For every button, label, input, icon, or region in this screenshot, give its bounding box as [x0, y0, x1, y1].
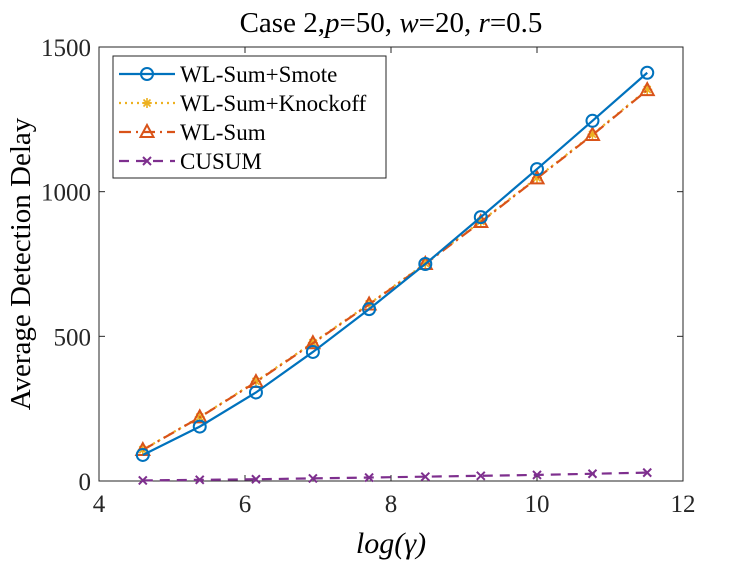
- legend-label-1: WL-Sum+Knockoff: [180, 91, 367, 116]
- series-3-point-8: [587, 469, 598, 479]
- series-layer: [134, 65, 656, 486]
- series-0-point-3: [305, 344, 320, 359]
- chart-title-part-1: p: [323, 7, 340, 39]
- y-tick-label-500: 500: [54, 324, 92, 351]
- chart-title-part-6: =0.5: [490, 7, 543, 39]
- legend-marker-3: [142, 156, 152, 166]
- series-line-3: [142, 471, 648, 482]
- series-2-point-8: [584, 125, 601, 141]
- series-3-point-7: [532, 470, 542, 480]
- series-cusum: [138, 467, 652, 486]
- x-tick-label-6: 6: [239, 491, 252, 518]
- series-0-point-8: [585, 113, 600, 128]
- series-0-point-6: [473, 210, 488, 225]
- y-tick-label-0: 0: [79, 469, 92, 496]
- series-wl-sum-smote: [135, 65, 655, 462]
- series-3-point-0: [138, 475, 148, 486]
- series-line-2: [142, 89, 648, 451]
- x-tick-label-8: 8: [385, 491, 398, 518]
- legend-box: [112, 55, 387, 179]
- x-axis-label: log(γ): [356, 527, 426, 560]
- legend: WL-Sum+Smote WL-Sum+Knockoff WL-Sum CUSUM: [112, 55, 387, 179]
- y-axis-label: Average Detection Delay: [5, 117, 37, 410]
- series-1-point-9: [642, 84, 653, 95]
- series-0-point-5: [418, 257, 433, 271]
- series-2-point-9: [639, 81, 656, 97]
- series-2-point-3: [304, 334, 322, 350]
- series-0-point-0: [135, 447, 150, 462]
- series-3-point-2: [251, 474, 261, 484]
- series-3-point-5: [420, 471, 431, 482]
- series-1-point-7: [532, 172, 542, 183]
- series-3-point-3: [308, 473, 318, 484]
- legend-marker-2: [138, 122, 156, 138]
- chart-title-part-3: w: [399, 7, 419, 39]
- series-2-point-7: [528, 169, 546, 185]
- series-0-point-4: [362, 302, 377, 317]
- chart-title-part-4: =20,: [419, 7, 479, 39]
- chart-title-part-0: Case 2,: [240, 7, 325, 39]
- x-tick-label-12: 12: [671, 491, 696, 518]
- series-1-point-8: [587, 129, 598, 140]
- series-0-point-9: [640, 65, 655, 80]
- series-3-point-6: [476, 471, 486, 481]
- legend-marker-1: [142, 98, 152, 108]
- series-line-0: [142, 71, 648, 456]
- y-tick-label-1000: 1000: [41, 180, 91, 207]
- series-3-point-4: [364, 472, 374, 483]
- series-3-point-1: [195, 475, 205, 485]
- series-2-point-1: [191, 408, 208, 424]
- chart-title-part-5: r: [479, 7, 491, 39]
- axis-ticks: 4 6 8 10 12 0 500 1000 1500: [41, 35, 696, 518]
- legend-marker-0: [140, 67, 154, 81]
- legend-label-0: WL-Sum+Smote: [180, 62, 337, 87]
- series-1-point-2: [250, 376, 261, 387]
- legend-label-3: CUSUM: [180, 149, 262, 174]
- series-0-point-7: [530, 162, 544, 177]
- series-0-point-2: [248, 385, 263, 400]
- x-tick-label-10: 10: [525, 491, 550, 518]
- series-0-point-1: [192, 419, 207, 434]
- series-3-point-9: [642, 467, 652, 478]
- legend-label-2: WL-Sum: [180, 120, 266, 145]
- chart-title: Case 2,p=50, w=20, r=0.5: [240, 7, 543, 39]
- x-tick-label-4: 4: [93, 491, 106, 518]
- y-tick-label-1500: 1500: [41, 35, 91, 62]
- chart-title-part-2: =50,: [339, 7, 399, 39]
